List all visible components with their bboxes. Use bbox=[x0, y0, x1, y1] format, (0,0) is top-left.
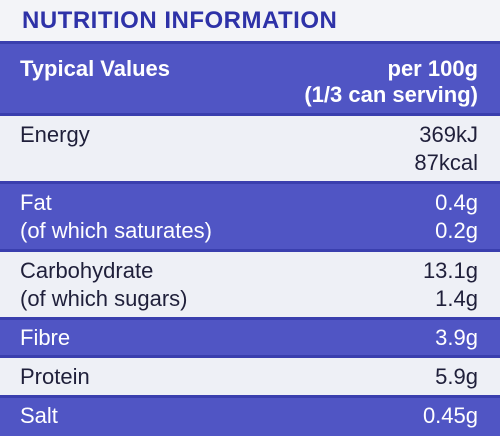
per-100g-label: per 100g bbox=[387, 56, 479, 81]
energy-kj-value: 369kJ bbox=[419, 122, 478, 147]
energy-kcal-value: 87kcal bbox=[414, 150, 478, 175]
row-energy: Energy 369kJ 87kcal bbox=[0, 116, 500, 184]
fat-label: Fat bbox=[20, 190, 52, 215]
row-fibre: Fibre 3.9g bbox=[0, 320, 500, 358]
energy-label: Energy bbox=[20, 122, 90, 147]
carbohydrate-label: Carbohydrate bbox=[20, 258, 154, 283]
sugars-value: 1.4g bbox=[435, 286, 478, 311]
saturates-value: 0.2g bbox=[435, 218, 478, 243]
protein-value: 5.9g bbox=[435, 364, 478, 389]
row-carbohydrate: Carbohydrate 13.1g (of which sugars) 1.4… bbox=[0, 252, 500, 320]
sugars-label: (of which sugars) bbox=[20, 286, 188, 311]
serving-label: (1/3 can serving) bbox=[304, 82, 478, 107]
salt-value: 0.45g bbox=[422, 403, 478, 428]
carbohydrate-value: 13.1g bbox=[422, 258, 478, 283]
fibre-value: 3.9g bbox=[435, 325, 478, 350]
title-bar: NUTRITION INFORMATION bbox=[0, 0, 500, 44]
row-salt: Salt 0.45g bbox=[0, 398, 500, 436]
saturates-label: (of which saturates) bbox=[20, 218, 212, 243]
fat-value: 0.4g bbox=[435, 190, 478, 215]
row-fat: Fat 0.4g (of which saturates) 0.2g bbox=[0, 184, 500, 252]
header-row: Typical Values per 100g (1/3 can serving… bbox=[0, 44, 500, 116]
fibre-label: Fibre bbox=[20, 325, 71, 350]
row-protein: Protein 5.9g bbox=[0, 358, 500, 398]
label-title: NUTRITION INFORMATION bbox=[22, 7, 338, 34]
salt-label: Salt bbox=[20, 403, 58, 428]
protein-label: Protein bbox=[20, 364, 90, 389]
typical-values-label: Typical Values bbox=[20, 56, 171, 81]
